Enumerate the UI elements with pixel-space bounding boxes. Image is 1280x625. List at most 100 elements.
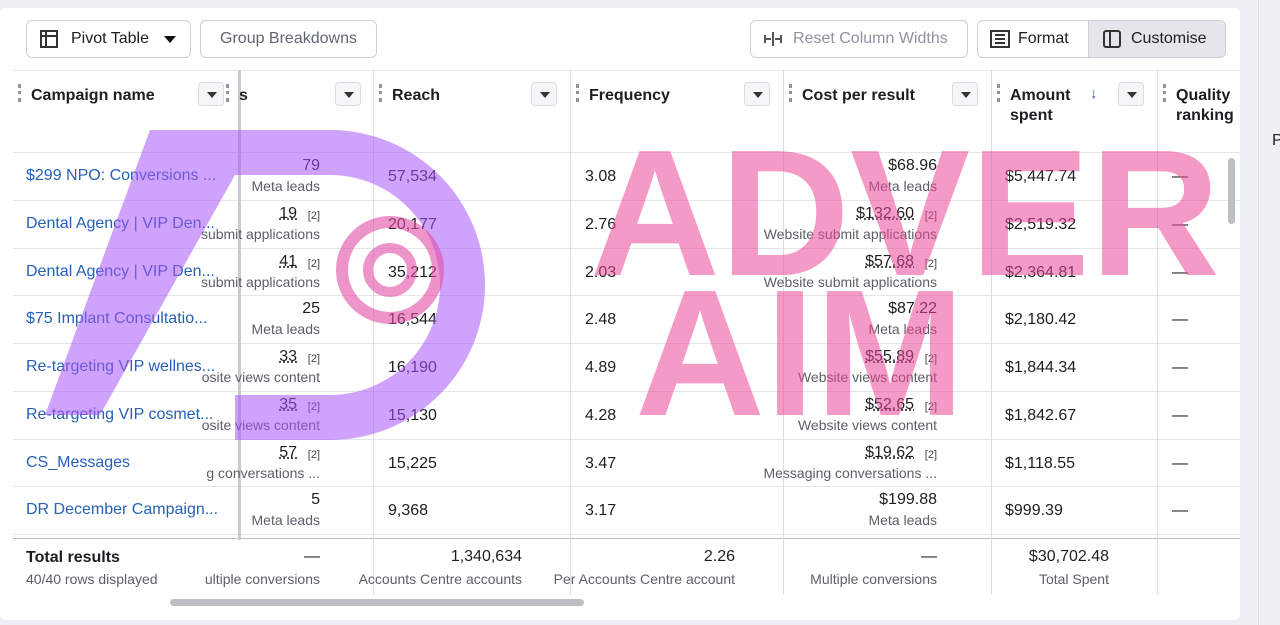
reach-value: 9,368 (388, 502, 428, 520)
row-divider (13, 486, 1240, 487)
results-subtitle: g conversations ... (206, 465, 320, 481)
column-menu[interactable] (335, 82, 361, 106)
cost-subtitle: Messaging conversations ... (763, 465, 937, 481)
cost-note: [2] (925, 353, 937, 365)
results-subtitle: submit applications (201, 226, 320, 242)
results-value: 57 (279, 444, 297, 462)
total-cost: — (921, 548, 937, 566)
reach-value: 15,130 (388, 407, 437, 425)
column-menu[interactable] (952, 82, 978, 106)
row-divider (13, 439, 1240, 440)
row-divider (13, 538, 1240, 539)
column-header: Amount spent (1010, 86, 1090, 126)
campaign-name[interactable]: $299 NPO: Conversions ... (26, 167, 216, 185)
results-value: 35 (279, 396, 297, 414)
results-value: 41 (279, 253, 297, 271)
reach-value: 20,177 (388, 216, 437, 234)
total-reach: 1,340,634 (451, 548, 522, 566)
drag-handle (789, 84, 795, 102)
column-menu[interactable] (531, 82, 557, 106)
total-results: — (304, 548, 320, 566)
results-subtitle: Meta leads (252, 512, 320, 528)
campaign-name[interactable]: Dental Agency | VIP Den... (26, 263, 215, 281)
results-note: [2] (308, 258, 320, 270)
results-subtitle: osite views content (202, 369, 320, 385)
results-subtitle: Meta leads (252, 321, 320, 337)
campaign-name[interactable]: Re-targeting VIP wellnes... (26, 358, 215, 376)
row-divider (13, 152, 1240, 153)
frequency-value: 3.17 (585, 502, 616, 520)
cost-subtitle: Meta leads (869, 321, 937, 337)
column-menu[interactable] (744, 82, 770, 106)
cost-value: $68.96 (888, 157, 937, 175)
results-subtitle: Meta leads (252, 178, 320, 194)
row-divider (13, 200, 1240, 201)
row-divider (13, 295, 1240, 296)
total-results-subtitle: ultiple conversions (205, 571, 320, 587)
results-value: 79 (302, 157, 320, 175)
drag-handle (1163, 84, 1169, 102)
campaign-name[interactable]: $75 Implant Consultatio... (26, 310, 207, 328)
column-header: Frequency (589, 86, 749, 106)
frequency-value: 4.28 (585, 407, 616, 425)
results-note: [2] (308, 353, 320, 365)
horizontal-scrollbar (170, 599, 584, 606)
total-amount-subtitle: Total Spent (1039, 571, 1109, 587)
results-value: 33 (279, 348, 297, 366)
reach-value: 35,212 (388, 264, 437, 282)
quality-value: — (1172, 168, 1188, 186)
campaign-name[interactable]: CS_Messages (26, 454, 130, 472)
quality-value: — (1172, 502, 1188, 520)
cost-note: [2] (925, 258, 937, 270)
column-divider (783, 70, 784, 595)
drag-handle (576, 84, 582, 102)
amount-value: $5,447.74 (1005, 168, 1076, 186)
totals-title: Total results (26, 549, 120, 567)
cost-subtitle: Meta leads (869, 512, 937, 528)
reach-value: 57,534 (388, 168, 437, 186)
campaign-name[interactable]: Re-targeting VIP cosmet... (26, 406, 213, 424)
results-note: [2] (308, 401, 320, 413)
column-menu[interactable] (198, 82, 224, 106)
reach-value: 15,225 (388, 455, 437, 473)
cost-value: $55.89 (865, 348, 914, 366)
results-value: 5 (311, 491, 320, 509)
column-header: Cost per result (802, 86, 962, 106)
rows-displayed: 40/40 rows displayed (26, 571, 158, 587)
column-menu[interactable] (1118, 82, 1144, 106)
row-divider (13, 248, 1240, 249)
cost-note: [2] (925, 401, 937, 413)
amount-value: $1,118.55 (1005, 455, 1075, 473)
amount-value: $1,844.34 (1005, 359, 1076, 377)
cost-value: $132.60 (856, 205, 914, 223)
total-frequency: 2.26 (704, 548, 735, 566)
drag-handle (226, 84, 232, 102)
cost-subtitle: Website submit applications (764, 274, 937, 290)
cost-subtitle: Website views content (798, 417, 937, 433)
total-cost-subtitle: Multiple conversions (810, 571, 937, 587)
cost-subtitle: Website submit applications (764, 226, 937, 242)
total-frequency-subtitle: Per Accounts Centre account (554, 571, 735, 587)
results-note: [2] (308, 210, 320, 222)
cost-value: $52.65 (865, 396, 914, 414)
cost-value: $19.62 (865, 444, 914, 462)
results-value: 19 (279, 205, 297, 223)
amount-value: $2,180.42 (1005, 311, 1076, 329)
results-note: [2] (308, 449, 320, 461)
column-divider (373, 70, 374, 595)
frequency-value: 2.76 (585, 216, 616, 234)
results-value: 25 (302, 300, 320, 318)
cost-value: $199.88 (879, 491, 937, 509)
quality-value: — (1172, 311, 1188, 329)
campaign-name[interactable]: DR December Campaign... (26, 501, 218, 519)
column-header: Quality ranking (1176, 86, 1236, 126)
sort-icon: ↓ (1090, 85, 1098, 102)
frequency-value: 4.89 (585, 359, 616, 377)
frequency-value: 3.08 (585, 168, 616, 186)
row-divider (13, 70, 1240, 71)
results-subtitle: submit applications (201, 274, 320, 290)
cost-subtitle: Website views content (798, 369, 937, 385)
campaign-name[interactable]: Dental Agency | VIP Den... (26, 215, 215, 233)
drag-handle (997, 84, 1003, 102)
